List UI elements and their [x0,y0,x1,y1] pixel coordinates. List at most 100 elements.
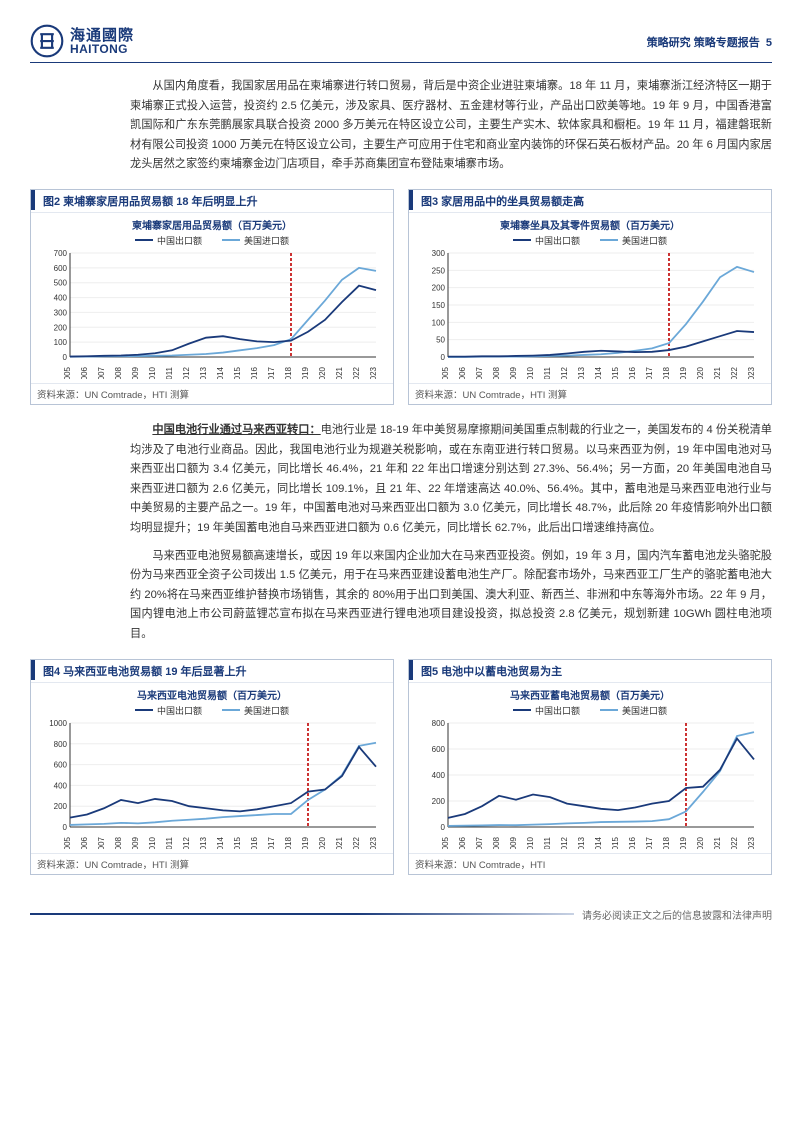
svg-text:2005: 2005 [63,366,72,379]
svg-text:2005: 2005 [63,836,72,849]
svg-text:800: 800 [54,739,68,748]
svg-text:400: 400 [432,771,446,780]
svg-text:2016: 2016 [628,836,637,849]
chart-caption: 图2 柬埔寨家居用品贸易额 18 年后明显上升 [31,190,393,213]
svg-text:2012: 2012 [182,836,191,849]
svg-text:2013: 2013 [577,366,586,379]
svg-text:2011: 2011 [543,836,552,849]
svg-text:2006: 2006 [80,366,89,379]
svg-text:2007: 2007 [475,366,484,379]
svg-text:2009: 2009 [509,836,518,849]
svg-text:2008: 2008 [492,836,501,849]
chart-source: 资料来源：UN Comtrade，HTI [409,853,771,874]
legend-a: 中国出口额 [157,234,202,247]
paragraph-2: 中国电池行业通过马来西亚转口：电池行业是 18-19 年中美贸易摩擦期间美国重点… [30,421,772,539]
svg-text:200: 200 [432,797,446,806]
svg-text:2023: 2023 [369,366,378,379]
svg-text:2011: 2011 [165,366,174,379]
svg-text:2016: 2016 [628,366,637,379]
svg-text:2007: 2007 [97,366,106,379]
chart-legend: 中国出口额 美国进口额 [409,232,771,249]
para1-text: 从国内角度看，我国家居用品在柬埔寨进行转口贸易，背后是中资企业进驻柬埔寨。18 … [130,77,772,175]
chart-legend: 中国出口额 美国进口额 [31,232,393,249]
paragraph-1: 从国内角度看，我国家居用品在柬埔寨进行转口贸易，背后是中资企业进驻柬埔寨。18 … [30,77,772,175]
chart-plot: 0200400600800 20052006200720082009201020… [415,719,765,849]
svg-text:2019: 2019 [679,366,688,379]
svg-text:2017: 2017 [267,366,276,379]
svg-text:2018: 2018 [662,366,671,379]
svg-text:2015: 2015 [233,836,242,849]
svg-text:2020: 2020 [318,836,327,849]
chart-caption: 图4 马来西亚电池贸易额 19 年后显著上升 [31,660,393,683]
logo: 海通國際 HAITONG [30,24,134,58]
svg-text:2006: 2006 [458,366,467,379]
svg-text:2021: 2021 [713,836,722,849]
svg-text:2013: 2013 [199,836,208,849]
legend-a: 中国出口额 [535,704,580,717]
svg-text:600: 600 [432,745,446,754]
svg-text:2010: 2010 [526,366,535,379]
svg-text:2017: 2017 [645,366,654,379]
svg-text:2014: 2014 [594,366,603,379]
svg-text:100: 100 [432,318,446,327]
svg-text:2023: 2023 [747,366,756,379]
svg-text:2009: 2009 [131,836,140,849]
svg-text:2006: 2006 [458,836,467,849]
svg-text:2021: 2021 [335,366,344,379]
para2-body: 电池行业是 18-19 年中美贸易摩擦期间美国重点制裁的行业之一，美国发布的 4… [130,424,772,534]
svg-text:2010: 2010 [148,836,157,849]
svg-text:300: 300 [432,249,446,258]
chart-source: 资料来源：UN Comtrade，HTI 测算 [31,853,393,874]
svg-text:2009: 2009 [131,366,140,379]
svg-text:2022: 2022 [730,836,739,849]
svg-text:2020: 2020 [696,366,705,379]
svg-text:800: 800 [432,719,446,728]
svg-text:500: 500 [54,279,68,288]
svg-text:2020: 2020 [318,366,327,379]
legend-a: 中国出口额 [157,704,202,717]
page-header: 海通國際 HAITONG 策略研究 策略专题报告 5 [30,24,772,63]
svg-text:150: 150 [432,301,446,310]
svg-text:2005: 2005 [441,366,450,379]
svg-text:600: 600 [54,760,68,769]
svg-text:1000: 1000 [49,719,67,728]
svg-text:2021: 2021 [335,836,344,849]
para2-lead: 中国电池行业通过马来西亚转口： [152,424,320,436]
chart-4: 图4 马来西亚电池贸易额 19 年后显著上升 马来西亚电池贸易额（百万美元） 中… [30,659,394,875]
svg-text:0: 0 [441,353,446,362]
svg-text:2016: 2016 [250,366,259,379]
chart-plot: 050100150200250300 200520062007200820092… [415,249,765,379]
svg-text:2012: 2012 [560,366,569,379]
header-category: 策略研究 策略专题报告 [647,37,760,49]
svg-text:0: 0 [441,823,446,832]
chart-plot: 0100200300400500600700 20052006200720082… [37,249,387,379]
svg-text:2018: 2018 [662,836,671,849]
chart-title: 马来西亚蓄电池贸易额（百万美元） [409,683,771,702]
svg-text:2021: 2021 [713,366,722,379]
chart-source: 资料来源：UN Comtrade，HTI 测算 [31,383,393,404]
legend-b: 美国进口额 [244,704,289,717]
svg-text:2008: 2008 [114,366,123,379]
legend-b: 美国进口额 [622,704,667,717]
svg-text:100: 100 [54,338,68,347]
svg-text:700: 700 [54,249,68,258]
svg-text:2010: 2010 [148,366,157,379]
svg-text:0: 0 [63,823,68,832]
svg-text:2012: 2012 [182,366,191,379]
chart-legend: 中国出口额 美国进口额 [31,702,393,719]
svg-text:600: 600 [54,264,68,273]
para2-text: 中国电池行业通过马来西亚转口：电池行业是 18-19 年中美贸易摩擦期间美国重点… [130,421,772,539]
svg-text:2010: 2010 [526,836,535,849]
charts-row-1: 图2 柬埔寨家居用品贸易额 18 年后明显上升 柬埔寨家居用品贸易额（百万美元）… [30,189,772,405]
svg-text:2023: 2023 [369,836,378,849]
svg-text:2014: 2014 [216,836,225,849]
svg-text:2005: 2005 [441,836,450,849]
svg-text:2015: 2015 [611,366,620,379]
svg-text:2015: 2015 [233,366,242,379]
legend-a: 中国出口额 [535,234,580,247]
svg-text:2016: 2016 [250,836,259,849]
svg-text:2014: 2014 [216,366,225,379]
svg-text:2014: 2014 [594,836,603,849]
para3-text: 马来西亚电池贸易额高速增长，或因 19 年以来国内企业加大在马来西亚投资。例如，… [130,547,772,645]
svg-text:2011: 2011 [543,366,552,379]
